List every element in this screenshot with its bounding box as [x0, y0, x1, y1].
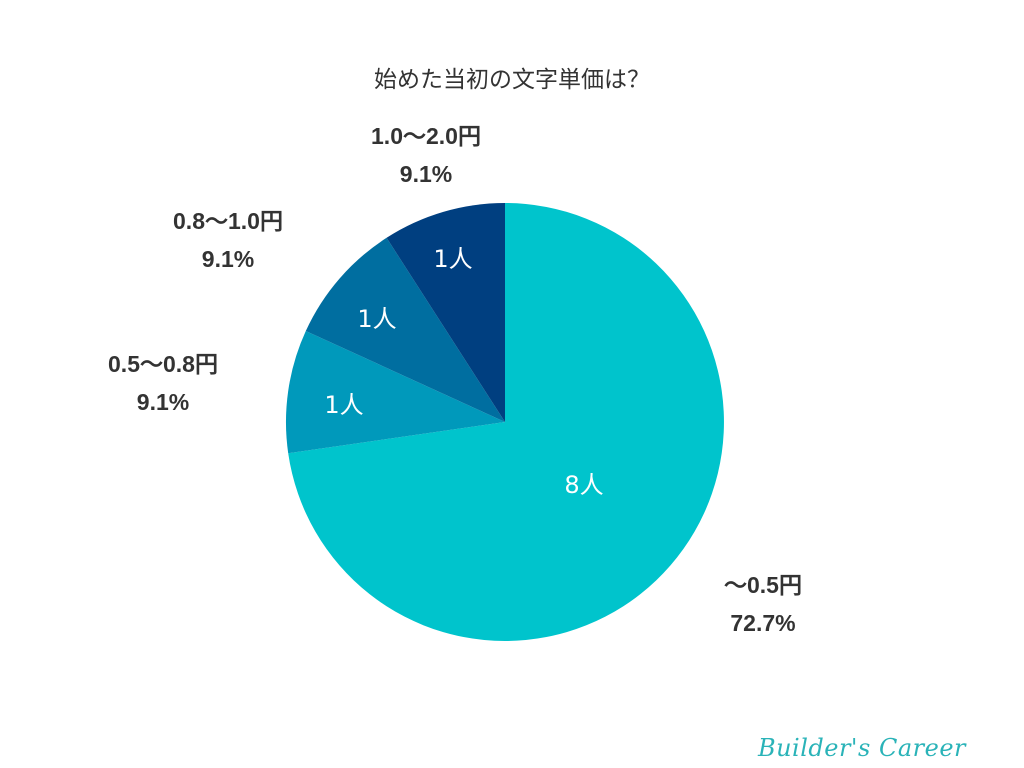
slice-range: 〜0.5円: [724, 572, 802, 598]
slice-label-0-8-to-1-0: 0.8〜1.0円 9.1%: [155, 202, 301, 278]
slice-percent: 9.1%: [201, 246, 255, 272]
brand-logo: Builder's Career: [757, 734, 966, 762]
slice-count-label: 1人: [433, 245, 473, 273]
slice-percent: 72.7%: [730, 610, 796, 636]
slice-count-label: 8人: [564, 471, 604, 499]
slice-count-label: 1人: [324, 391, 364, 419]
slice-range: 1.0〜2.0円: [371, 123, 481, 149]
slice-percent: 9.1%: [136, 389, 190, 415]
pie-slice-under-0-5: [288, 203, 724, 641]
pie-slice-0-8-to-1-0: [305, 237, 505, 422]
pie-slice-0-5-to-0-8: [285, 331, 505, 454]
slice-label-under-0-5: 〜0.5円 72.7%: [700, 566, 826, 642]
chart-title: 始めた当初の文字単価は？: [374, 67, 650, 93]
slice-count-label: 1人: [357, 305, 397, 333]
slice-percent: 9.1%: [399, 161, 453, 187]
slice-label-1-0-to-2-0: 1.0〜2.0円 9.1%: [353, 117, 499, 193]
slice-range: 0.8〜1.0円: [173, 208, 283, 234]
slice-range: 0.5〜0.8円: [108, 351, 218, 377]
pie-slice-1-0-to-2-0: [386, 203, 505, 422]
slice-label-0-5-to-0-8: 0.5〜0.8円 9.1%: [90, 345, 236, 421]
